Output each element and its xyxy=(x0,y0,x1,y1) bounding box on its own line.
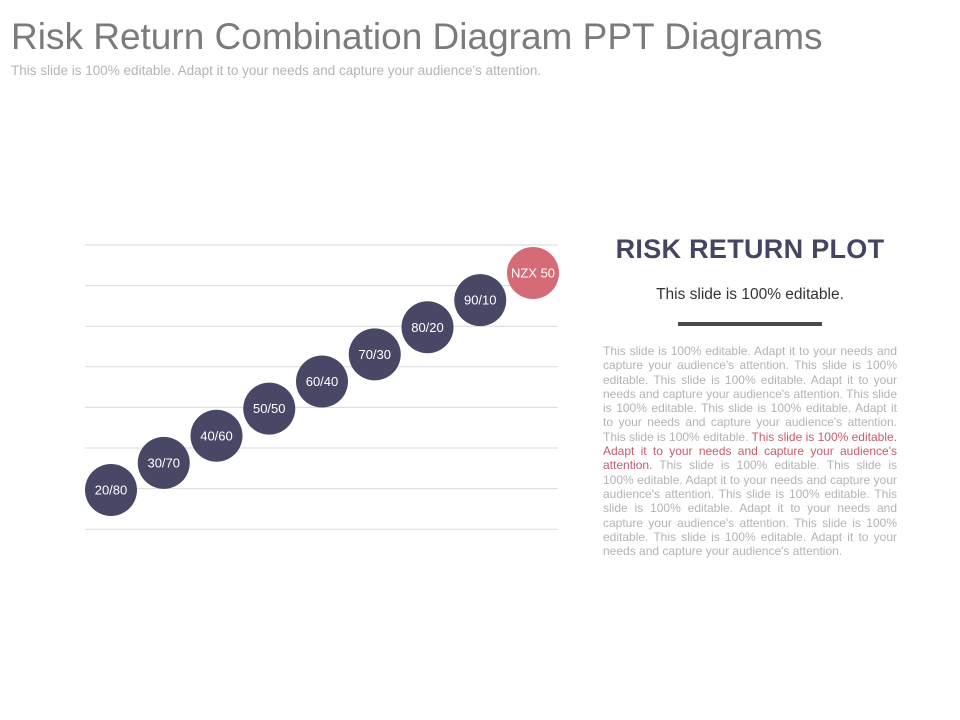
portfolio-bubble: 60/40 xyxy=(296,355,348,408)
bubble-circle xyxy=(243,382,296,435)
bubble-label: 40/60 xyxy=(200,428,233,443)
bubble-label: 50/50 xyxy=(253,401,286,416)
portfolio-bubble: 20/80 xyxy=(85,464,137,516)
bubble-circle xyxy=(85,464,137,516)
portfolio-bubble: 80/20 xyxy=(401,301,454,354)
bubble-circle xyxy=(137,436,190,489)
panel-heading: RISK RETURN PLOT xyxy=(615,234,885,264)
bubble-label: 20/80 xyxy=(95,483,128,498)
portfolio-bubble: 50/50 xyxy=(243,382,296,435)
bubble-label: 90/10 xyxy=(464,293,497,308)
bubble-label: 80/20 xyxy=(411,320,444,335)
body-text-part-2: This slide is 100% editable. This slide … xyxy=(603,458,897,559)
panel-divider xyxy=(678,322,822,326)
bubble-label: NZX 50 xyxy=(511,266,555,281)
panel-subheading: This slide is 100% editable. xyxy=(656,286,844,303)
portfolio-bubble: 70/30 xyxy=(348,328,401,381)
portfolio-bubble: 40/60 xyxy=(190,409,243,462)
bubble-label: 70/30 xyxy=(358,347,391,362)
bubble-circle xyxy=(454,274,507,327)
slide-subtitle: This slide is 100% editable. Adapt it to… xyxy=(11,63,542,78)
body-text-highlight: This slide is 100% editable. Adapt it to… xyxy=(603,429,897,473)
bubble-circle xyxy=(190,409,243,462)
panel-body-text: This slide is 100% editable. Adapt it to… xyxy=(603,344,897,558)
bubble-label: 60/40 xyxy=(306,374,339,389)
diagram-canvas: 20/80 30/70 40/60 50/50 60/40 70/30 80/20 90/10… xyxy=(85,244,559,530)
slide-title: Risk Return Combination Diagram PPT Diag… xyxy=(11,16,823,57)
bubble-label: 30/70 xyxy=(147,455,180,470)
portfolio-bubble: 90/10 xyxy=(454,274,507,327)
risk-return-diagram: 20/80 30/70 40/60 50/50 60/40 70/30 80/20 90/10… xyxy=(85,244,559,530)
bubble-circle xyxy=(348,328,401,381)
bubble-circle xyxy=(296,355,348,408)
benchmark-bubble: NZX 50 xyxy=(507,247,559,299)
bubble-circle xyxy=(507,247,559,299)
portfolio-bubble: 30/70 xyxy=(137,436,190,489)
body-text-part-1: This slide is 100% editable. Adapt it to… xyxy=(603,344,897,444)
bubble-circle xyxy=(401,301,454,354)
